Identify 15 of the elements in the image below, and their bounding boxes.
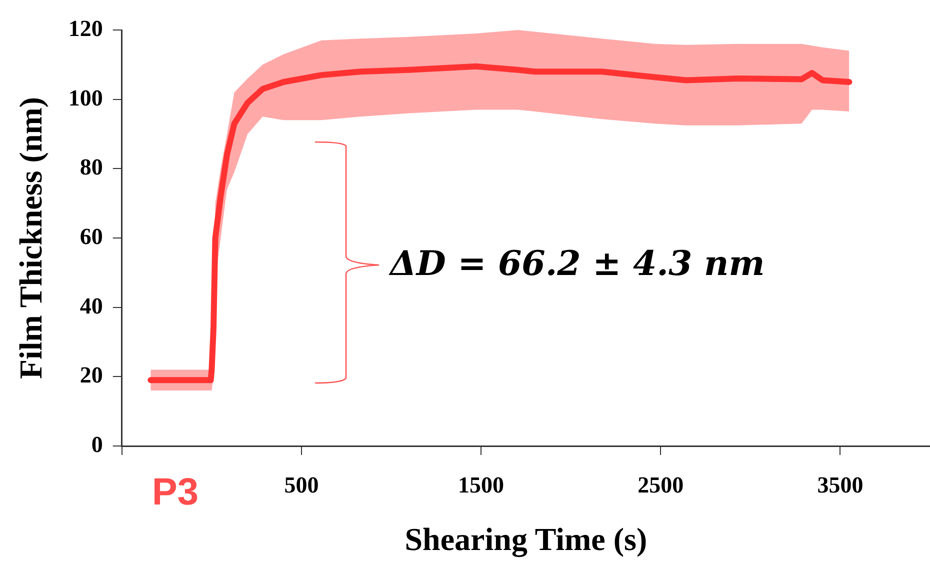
y-tick-label: 20 [80, 362, 103, 388]
x-axis-title: Shearing Time (s) [404, 521, 648, 558]
x-tick-label: 1500 [458, 472, 504, 498]
x-tick-label: 2500 [638, 472, 684, 498]
y-tick-label: 0 [91, 432, 103, 457]
y-tick-label: 40 [80, 293, 103, 318]
y-axis-title: Film Thickness (nm) [12, 96, 48, 380]
y-tick-label: 100 [68, 85, 103, 110]
y-tick-label: 120 [68, 16, 103, 41]
x-tick-label: 500 [284, 472, 319, 498]
y-tick-label: 60 [80, 224, 103, 249]
annotation: ΔD = 66.2 ± 4.3 nm [388, 244, 765, 284]
text: P3 [152, 471, 198, 514]
y-tick-label: 80 [80, 154, 103, 180]
x-tick-label: 3500 [817, 472, 864, 498]
